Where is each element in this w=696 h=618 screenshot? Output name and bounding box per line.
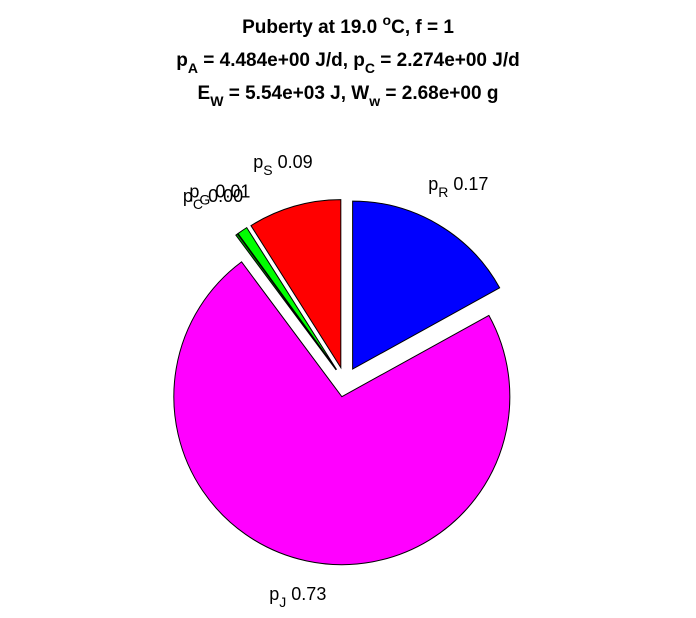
text-run: E (198, 83, 211, 104)
value-label: 0.00 (208, 186, 243, 206)
value-label: 0.09 (278, 152, 313, 172)
pie-slice (352, 200, 501, 370)
label-subscript: R (438, 184, 448, 200)
label-name: p (253, 152, 263, 172)
pie-slice (237, 226, 338, 370)
value-label: 0.17 (453, 174, 488, 194)
subscript: A (188, 60, 198, 76)
chart-title: EW = 5.54e+03 J, Ww = 2.68e+00 g (198, 83, 499, 109)
text-run: = 5.54e+03 J, W (223, 83, 369, 104)
value-label: 0.73 (291, 584, 326, 604)
slice-label: pR 0.17 (428, 174, 488, 200)
pie-slice (173, 261, 511, 566)
slice-label: pJ 0.73 (269, 584, 326, 610)
label-subscript: S (263, 162, 272, 178)
label-subscript: C (193, 196, 203, 212)
text-run: p (176, 50, 188, 71)
chart-title: pA = 4.484e+00 J/d, pC = 2.274e+00 J/d (176, 50, 519, 76)
subscript: w (368, 93, 380, 109)
label-subscript: J (279, 594, 286, 610)
text-run: = 2.274e+00 J/d (375, 50, 520, 71)
label-subscript: G (199, 191, 210, 207)
pie-slice (235, 233, 337, 371)
label-name: p (269, 584, 279, 604)
pie-slice (250, 199, 342, 370)
text-run: = 4.484e+00 J/d, p (198, 50, 365, 71)
supscript: o (383, 12, 392, 28)
label-name: p (428, 174, 438, 194)
value-label: 0.01 (215, 181, 250, 201)
slice-label: pG 0.01 (189, 181, 250, 207)
label-name: p (189, 181, 199, 201)
slice-label: pC 0.00 (183, 186, 243, 212)
label-name: p (183, 186, 193, 206)
subscript: W (210, 93, 224, 109)
slice-label: pS 0.09 (253, 152, 312, 178)
text-run: C, f = 1 (391, 17, 454, 38)
chart-title: Puberty at 19.0 oC, f = 1 (242, 12, 454, 38)
subscript: C (365, 60, 375, 76)
text-run: = 2.68e+00 g (380, 83, 498, 104)
text-run: Puberty at 19.0 (242, 17, 382, 38)
